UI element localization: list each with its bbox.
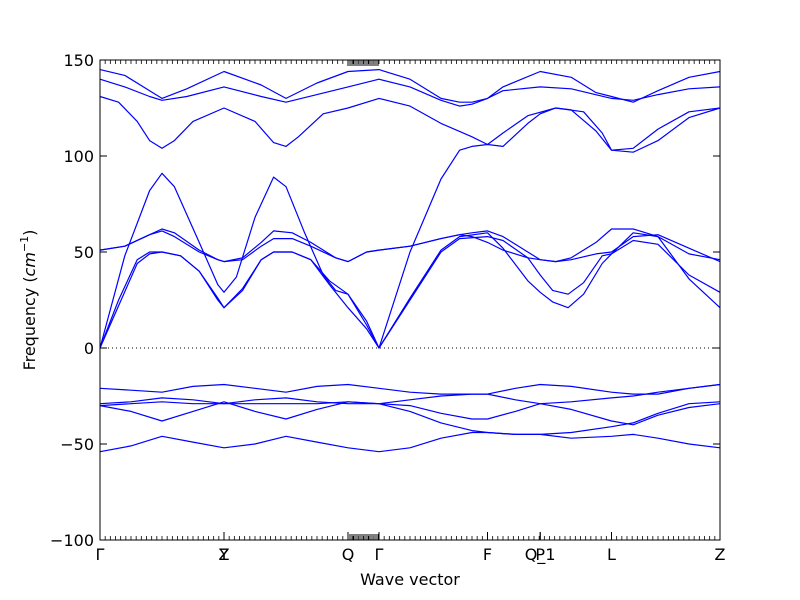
phonon-branch-10: [99, 383, 721, 405]
phonon-branch-2: [99, 232, 721, 349]
phonon-branch-8: [99, 69, 721, 103]
x-tick-label: Q: [342, 545, 355, 564]
phonon-branch-5: [99, 228, 721, 263]
x-tick-layer: Γ YZ Q Γ F PQ_1 L Z: [96, 532, 726, 565]
y-axis-label-exponent: −1: [18, 236, 31, 252]
phonon-branch-9: [99, 383, 721, 395]
y-tick-layer: −100 −50 0 50 100 150: [50, 51, 720, 550]
phonon-branch-13: [99, 431, 721, 453]
x-axis-label: Wave vector: [360, 570, 460, 589]
phonon-branch-6: [99, 95, 721, 153]
y-tick-label: 50: [74, 243, 94, 262]
phonon-branch-12: [99, 401, 721, 435]
x-tick-label: L: [607, 545, 616, 564]
minor-tick-layer: [104, 60, 716, 540]
x-tick-label: Γ: [375, 545, 384, 564]
x-tick-label: P: [535, 545, 545, 564]
x-tick-label: Q_1: [525, 545, 556, 565]
y-axis-label-prefix: Frequency (: [20, 276, 39, 370]
y-tick-label: 100: [63, 147, 94, 166]
x-tick-label: Γ: [96, 545, 105, 564]
x-tick-label: Z: [715, 545, 726, 564]
y-axis-label-unit: cm: [20, 252, 39, 276]
y-tick-label: −100: [50, 531, 94, 550]
phonon-branch-7: [99, 78, 721, 107]
y-tick-label: −50: [60, 435, 94, 454]
y-tick-label: 0: [84, 339, 94, 358]
x-tick-label: F: [483, 545, 492, 564]
plot-frame: [99, 59, 721, 541]
phonon-branch-3: [99, 107, 721, 349]
x-tick-label: Y: [218, 545, 229, 564]
series-layer: [99, 69, 721, 453]
phonon-branch-11: [99, 401, 721, 426]
y-axis-label: Frequency (cm−1): [18, 230, 39, 371]
y-tick-label: 150: [63, 51, 94, 70]
x-tick-label: Z: [219, 545, 230, 564]
y-axis-label-suffix: ): [20, 230, 39, 236]
